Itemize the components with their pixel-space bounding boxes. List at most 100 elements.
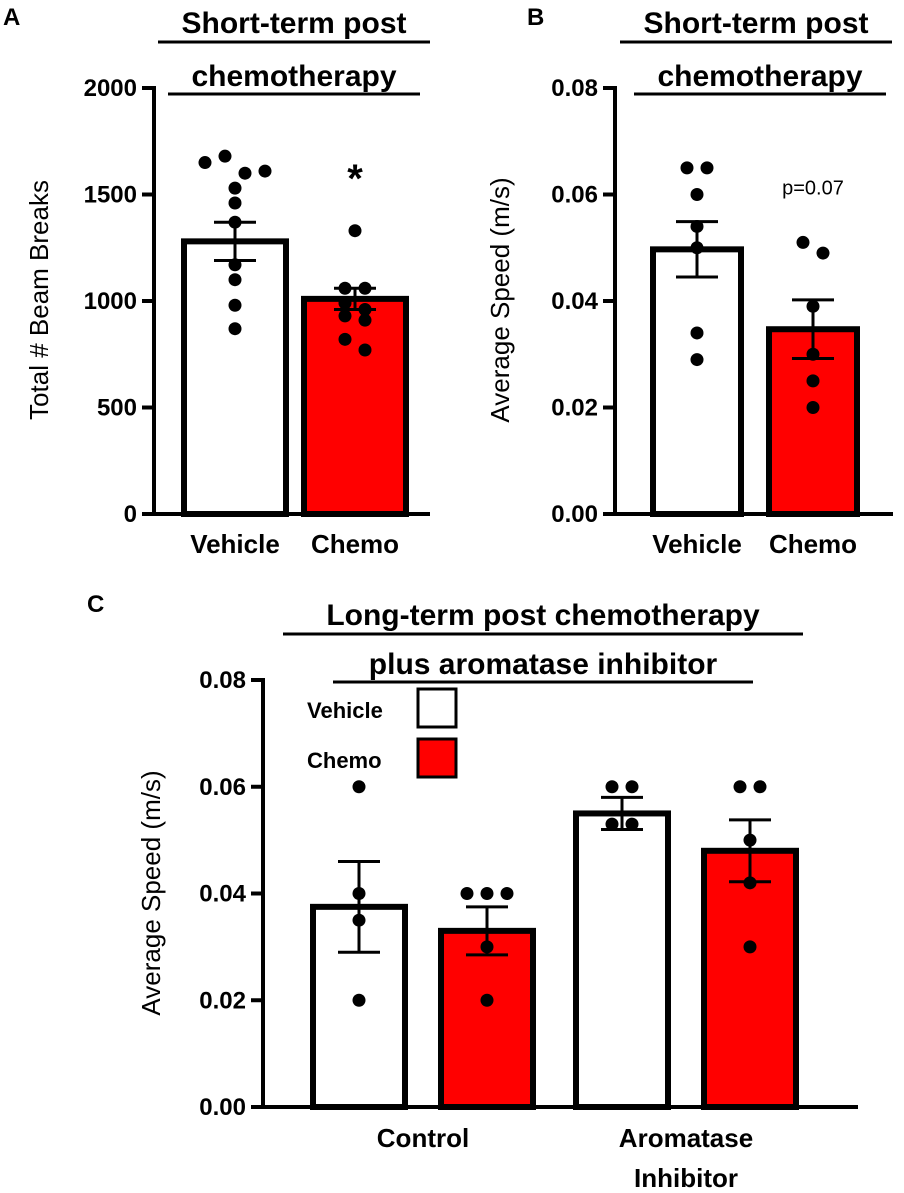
panel-c-vehicle-group-2-data-point (605, 780, 619, 794)
panel-a-vehicle-data-point (228, 322, 242, 336)
panel-c-chemo-group-1-data-point (480, 940, 494, 954)
panel-c-chemo-group-1-data-point (500, 887, 514, 900)
panel-c-legend: Vehicle Chemo (307, 687, 458, 779)
panel-c-vehicle-group-1-data-point (352, 887, 366, 900)
panel-c-chemo-group-2-data-point (743, 876, 757, 890)
panel-a-y-tick-label: 1000 (84, 288, 137, 315)
legend-swatch-vehicle (416, 687, 458, 729)
panel-c-category-label: Control (377, 1123, 469, 1153)
panel-c-category-label: Inhibitor (634, 1163, 738, 1193)
panel-a-title-line-1: Short-term post (182, 7, 407, 40)
panel-c-y-tick-label: 0.00 (199, 1094, 246, 1121)
panel-c-y-tick-label: 0.08 (199, 667, 246, 694)
panel-c-y-tick-label: 0.06 (199, 774, 246, 801)
panel-c-chemo-group-2-bar (701, 847, 799, 1110)
panel-c-chemo-group-1-data-point (480, 887, 494, 900)
panel-c-chemo-group-2-data-point (743, 940, 757, 954)
panel-a-chemo-data-point (338, 309, 352, 323)
panel-c-vehicle-group-2-data-point (625, 817, 639, 831)
panel-a-vehicle-data-point (228, 181, 242, 195)
panel-b-plot: 0.00 0.02 0.04 0.06 0.08 Vehicle Chemo p=0.07 (551, 75, 893, 559)
panel-a-chemo-data-point (358, 281, 372, 295)
panel-c-title-line-2: plus aromatase inhibitor (369, 648, 718, 681)
panel-c-chemo-group-1-data-point (460, 887, 474, 900)
panel-b-title-line-2: chemotherapy (657, 60, 862, 93)
panel-c-y-tick-label: 0.02 (199, 987, 246, 1014)
panel-a-vehicle-data-point (258, 164, 272, 178)
panel-c-chemo-group-1-data-point (480, 993, 494, 1007)
panel-b-chemo-data-point (806, 401, 820, 414)
panel-c-chemo-group-1-bar (438, 927, 536, 1110)
panel-b-y-axis-label: Average Speed (m/s) (485, 177, 515, 422)
legend-swatch-chemo (416, 737, 458, 779)
panel-b-vehicle-data-point (700, 161, 714, 175)
panel-b-chemo-data-point (806, 347, 820, 361)
panel-b-vehicle-data-point (690, 219, 704, 233)
panel-b-vehicle-data-point (680, 161, 694, 175)
panel-c-chemo-group-2-data-point (743, 833, 757, 847)
panel-b-chemo-data-point (816, 246, 830, 260)
panel-a-vehicle-data-point (228, 215, 242, 229)
panel-c-y-axis-label: Average Speed (m/s) (136, 770, 166, 1015)
panel-c-title-line-1: Long-term post chemotherapy (326, 599, 760, 632)
panel-b-y-tick-label: 0.08 (551, 75, 598, 102)
panel-a-chemo-data-point (338, 281, 352, 295)
panel-a-chemo-data-point (338, 332, 352, 346)
panel-a-category-label: Vehicle (190, 529, 280, 559)
panel-a-significance-annotation: * (347, 157, 363, 201)
panel-a-vehicle-data-point (228, 273, 242, 287)
panel-b-y-tick-label: 0.02 (551, 395, 598, 422)
panel-b-y-tick-label: 0.06 (551, 182, 598, 209)
panel-b-vehicle-data-point (690, 326, 704, 340)
panel-a-chemo-data-point (358, 343, 372, 357)
panel-b-chemo-data-point (796, 235, 810, 249)
panel-b-category-label: Vehicle (652, 529, 742, 559)
panel-a-vehicle-data-point (218, 149, 232, 163)
panel-a-chemo-data-point (358, 313, 372, 327)
panel-a-y-tick-label: 2000 (84, 75, 137, 102)
panel-c-y-tick-label: 0.04 (199, 881, 246, 908)
panel-b-vehicle-bar (650, 246, 744, 517)
panel-b-y-tick-label: 0.04 (551, 288, 598, 315)
panel-a-chemo-bar (301, 295, 409, 517)
panel-a-y-tick-label: 0 (124, 501, 137, 528)
panel-a-category-label: Chemo (311, 529, 399, 559)
panel-c-vehicle-group-1-data-point (352, 993, 366, 1007)
panel-b-chemo-data-point (806, 299, 820, 313)
panel-a-vehicle-data-point (198, 156, 212, 170)
panel-b-significance-annotation: p=0.07 (782, 178, 844, 200)
panel-a-vehicle-data-point (228, 298, 242, 312)
legend-label-vehicle: Vehicle (307, 698, 383, 723)
legend-label-chemo: Chemo (307, 748, 382, 773)
panel-c-category-label: Aromatase (619, 1123, 753, 1153)
panel-b-vehicle-data-point (690, 353, 704, 367)
panel-a-chemo-data-point (358, 303, 372, 317)
panel-b-y-tick-label: 0.00 (551, 501, 598, 528)
panel-c-label: C (87, 591, 104, 618)
panel-a-y-axis-label: Total # Beam Breaks (24, 180, 54, 420)
panel-b-vehicle-data-point (690, 188, 704, 201)
panel-a-vehicle-data-point (228, 196, 242, 210)
panel-b-title-line-1: Short-term post (644, 7, 869, 40)
panel-c-chemo-group-2-data-point (753, 780, 767, 794)
panel-b-chemo-bar (766, 326, 860, 517)
panel-c-vehicle-group-1-data-point (352, 780, 366, 794)
panel-b-chemo-data-point (806, 374, 820, 388)
panel-c-plot: 0.00 0.02 0.04 0.06 0.08 Control Aromatase Inhi… (199, 667, 858, 1193)
panel-a-label: A (3, 4, 20, 31)
panel-a-title-line-2: chemotherapy (191, 60, 396, 93)
panel-a-vehicle-data-point (228, 258, 242, 272)
panel-c-vehicle-group-2-data-point (625, 780, 639, 794)
panel-c-vehicle-group-2-bar (573, 810, 671, 1110)
panel-a: A Short-term post chemotherapy Total # B… (3, 4, 430, 559)
panel-b-vehicle-data-point (690, 241, 704, 255)
panel-a-chemo-data-point (348, 224, 362, 238)
panel-c: C Long-term post chemotherapy plus aroma… (87, 591, 858, 1193)
panel-c-vehicle-group-2-data-point (605, 817, 619, 831)
panel-b-label: B (527, 4, 544, 31)
panel-a-y-tick-label: 1500 (84, 182, 137, 209)
panel-a-vehicle-data-point (238, 166, 252, 180)
panel-c-chemo-group-2-data-point (733, 780, 747, 794)
panel-a-y-tick-label: 500 (97, 395, 137, 422)
